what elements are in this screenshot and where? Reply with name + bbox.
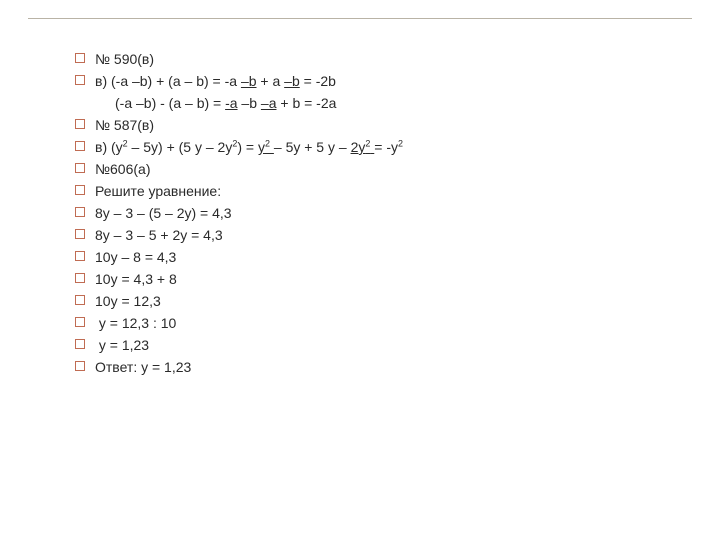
bullet-icon	[75, 273, 85, 283]
bullet-icon	[75, 75, 85, 85]
line-eqn-step2: 8у – 3 – 5 + 2у = 4,3	[75, 224, 680, 246]
text: у = 12,3 : 10	[95, 315, 176, 331]
text: 10у = 4,3 + 8	[95, 271, 177, 287]
line-587-eq: в) (у2 – 5у) + (5 у – 2у2) = у2 – 5у + 5…	[75, 136, 680, 158]
bullet-icon	[75, 185, 85, 195]
text: 10у – 8 = 4,3	[95, 249, 176, 265]
text: № 590(в)	[95, 51, 154, 67]
line-eqn-step6: у = 12,3 : 10	[75, 312, 680, 334]
bullet-icon	[75, 251, 85, 261]
line-eqn-step7: у = 1,23	[75, 334, 680, 356]
line-587-header: № 587(в)	[75, 114, 680, 136]
text: Решите уравнение:	[95, 183, 221, 199]
text: в) (у2 – 5у) + (5 у – 2у2) = у2 – 5у + 5…	[95, 139, 403, 155]
bullet-icon	[75, 317, 85, 327]
line-eqn-step3: 10у – 8 = 4,3	[75, 246, 680, 268]
bullet-icon	[75, 295, 85, 305]
line-590-header: № 590(в)	[75, 48, 680, 70]
line-solve-heading: Решите уравнение:	[75, 180, 680, 202]
top-divider	[28, 18, 692, 19]
text: в) (-а –b) + (а – b) = -а –b + а –b = -2…	[95, 73, 336, 89]
line-590-eq2: (-а –b) - (а – b) = -а –b –а + b = -2а	[75, 92, 680, 114]
line-eqn-step1: 8у – 3 – (5 – 2у) = 4,3	[75, 202, 680, 224]
line-eqn-step5: 10у = 12,3	[75, 290, 680, 312]
text: 10у = 12,3	[95, 293, 161, 309]
text: у = 1,23	[95, 337, 149, 353]
text: №606(а)	[95, 161, 151, 177]
text: (-а –b) - (а – b) = -а –b –а + b = -2а	[115, 95, 336, 111]
bullet-icon	[75, 141, 85, 151]
line-eqn-step4: 10у = 4,3 + 8	[75, 268, 680, 290]
bullet-icon	[75, 119, 85, 129]
text: 8у – 3 – (5 – 2у) = 4,3	[95, 205, 232, 221]
line-590-eq1: в) (-а –b) + (а – b) = -а –b + а –b = -2…	[75, 70, 680, 92]
bullet-icon	[75, 229, 85, 239]
bullet-icon	[75, 53, 85, 63]
bullet-icon	[75, 207, 85, 217]
line-606-header: №606(а)	[75, 158, 680, 180]
text: 8у – 3 – 5 + 2у = 4,3	[95, 227, 223, 243]
bullet-icon	[75, 163, 85, 173]
text: № 587(в)	[95, 117, 154, 133]
bullet-icon	[75, 339, 85, 349]
bullet-icon	[75, 361, 85, 371]
text: Ответ: у = 1,23	[95, 359, 191, 375]
slide-body: № 590(в) в) (-а –b) + (а – b) = -а –b + …	[75, 48, 680, 378]
line-answer: Ответ: у = 1,23	[75, 356, 680, 378]
